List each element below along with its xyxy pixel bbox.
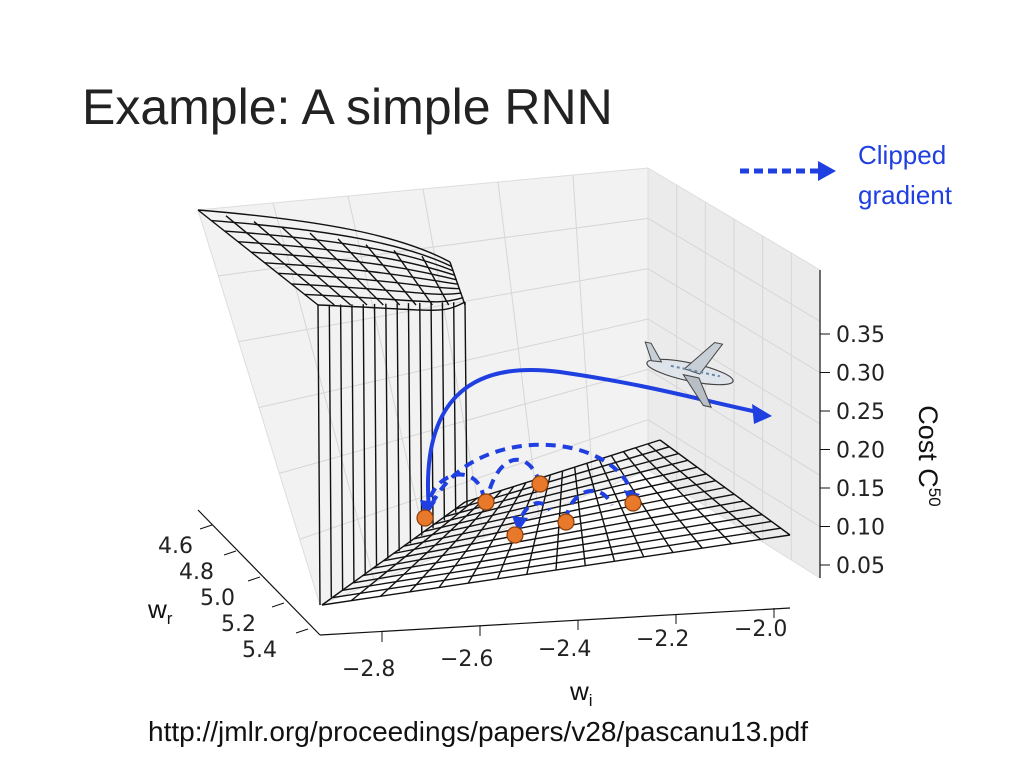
point (416, 509, 434, 527)
wr-tick-label: 5.4 (242, 638, 277, 663)
airplane-icon (644, 341, 734, 408)
cost-tick-label: 0.20 (836, 439, 885, 464)
cost-axis-label: Cost C50 (912, 386, 944, 526)
wr-tick-label: 4.8 (179, 560, 214, 585)
point (624, 494, 642, 512)
clipped-arrow-2 (426, 472, 486, 511)
wi-tick-label: −2.2 (636, 627, 689, 652)
clipped-arrow-3 (486, 457, 542, 496)
wi-axis-label-sub: i (588, 691, 593, 711)
point (477, 493, 495, 511)
legend-line-1: Clipped (858, 140, 947, 170)
axis-ticks: 0.05 0.10 0.15 0.20 0.25 0.30 0.35 4.64.85.05.2… (158, 323, 885, 682)
unclipped-arrowhead (752, 404, 772, 424)
optimization-points (416, 475, 642, 544)
back-panes (197, 167, 821, 606)
clipped-arrow-4 (564, 488, 614, 521)
legend: Clipped gradient (736, 135, 996, 215)
source-url[interactable]: http://jmlr.org/proceedings/papers/v28/p… (148, 716, 808, 747)
wi-tick-label: −2.8 (342, 657, 395, 682)
cost-tick-label: 0.15 (836, 477, 885, 502)
wr-tick-label: 4.6 (158, 534, 193, 559)
wi-axis-line (319, 607, 791, 636)
wr-axis-label-base: w (148, 594, 167, 624)
wi-tick-label: −2.6 (440, 647, 493, 672)
point (531, 475, 549, 493)
wi-axis-label: wi (570, 676, 593, 711)
dashed-arrow-icon (740, 161, 836, 181)
legend-line-2: gradient (858, 180, 952, 210)
point (506, 526, 524, 544)
cost-surface (197, 209, 791, 606)
wr-axis-line (197, 509, 321, 636)
cost-tick-label: 0.35 (836, 323, 885, 348)
cost-axis-label-sup: 50 (925, 487, 944, 507)
wr-tick-label: 5.2 (221, 612, 256, 637)
slide-title: Example: A simple RNN (82, 79, 613, 135)
left-back-pane (197, 167, 649, 606)
cost-axis-label-base: Cost C (913, 405, 943, 488)
wr-tick-label: 5.0 (200, 586, 235, 611)
point (557, 513, 575, 531)
cost-tick-label: 0.10 (836, 516, 885, 541)
legend-label: Clipped gradient (858, 135, 952, 215)
wr-axis-label-sub: r (166, 609, 173, 629)
wi-tick-label: −2.0 (734, 617, 787, 642)
cost-tick-label: 0.25 (836, 400, 885, 425)
cost-tick-label: 0.30 (836, 362, 885, 387)
cost-tick-label: 0.05 (836, 554, 885, 579)
wi-tick-label: −2.4 (538, 637, 591, 662)
arrowhead-3 (512, 516, 528, 532)
wr-axis-label: wr (148, 594, 172, 629)
wi-axis-label-base: w (570, 676, 589, 706)
